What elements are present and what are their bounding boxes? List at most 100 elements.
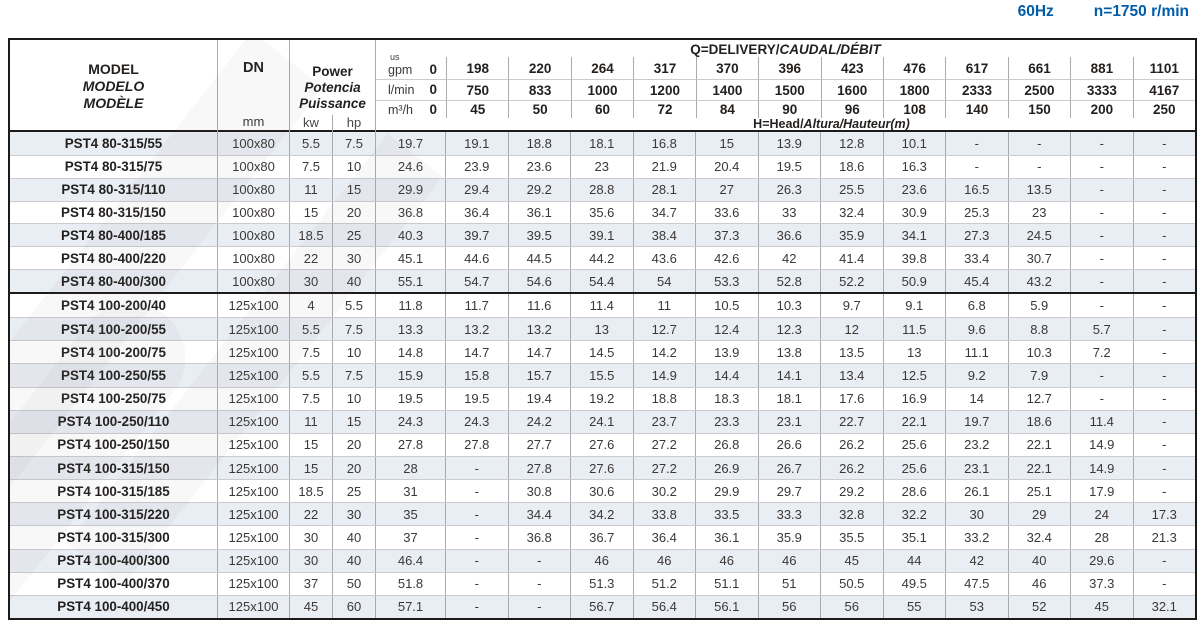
head-cell: 13.8 <box>757 341 821 364</box>
kw-cell: 37 <box>289 572 332 595</box>
head-cell: 9.6 <box>945 318 1008 341</box>
head-cell: 26.8 <box>695 433 758 456</box>
head-cell: 53 <box>945 595 1008 618</box>
head-cell: 34.2 <box>570 503 633 526</box>
dn-cell: 125x100 <box>217 572 289 595</box>
dn-cell: 100x80 <box>217 178 289 201</box>
head-cell: 11.5 <box>882 318 946 341</box>
head-cell: 45 <box>1070 595 1133 618</box>
head-cell: 28 <box>375 456 445 480</box>
hp-cell: 15 <box>332 410 375 433</box>
flow-value: 661 <box>1007 57 1071 80</box>
head-cell: - <box>445 456 508 480</box>
model-cell: PST4 100-315/150 <box>57 460 170 476</box>
flow-value: 250 <box>1132 101 1195 118</box>
head-cell: 21.3 <box>1132 526 1196 549</box>
head-cell: 39.1 <box>570 224 633 247</box>
dn-cell: 125x100 <box>217 503 289 526</box>
dn-cell: 125x100 <box>217 549 289 572</box>
kw-cell: 18.5 <box>289 480 332 503</box>
dn-cell: 125x100 <box>217 595 289 618</box>
kw-cell: 15 <box>289 433 332 456</box>
table-header: MODEL MODELO MODÈLE DN mm Power Potencia… <box>10 40 1195 132</box>
model-cell: PST4 80-315/110 <box>61 182 166 198</box>
head-cell: 50.5 <box>820 572 883 595</box>
head-cell: 27.3 <box>945 224 1008 247</box>
head-cell: 19.5 <box>757 155 821 178</box>
head-cell: 35.1 <box>882 526 946 549</box>
head-cell: - <box>507 549 571 572</box>
table-row: PST4 100-400/370 125x100 37 50 51.8- -51.3 51.… <box>10 571 1195 595</box>
head-cell: 20.4 <box>695 155 758 178</box>
head-cell: 54.6 <box>507 270 571 292</box>
model-cell: PST4 100-315/185 <box>57 483 170 499</box>
head-cell: 13.2 <box>445 318 508 341</box>
dn-cell: 100x80 <box>217 155 289 178</box>
flow-value: 4167 <box>1132 80 1195 101</box>
head-title-intl: Altura/Hauteur(m) <box>803 117 910 131</box>
head-cell: 40 <box>1007 549 1071 572</box>
hp-cell: 7.5 <box>332 364 375 387</box>
head-cell: 33 <box>757 201 821 224</box>
head-cell: 13.9 <box>695 341 758 364</box>
head-cell: 12.3 <box>757 318 821 341</box>
table-row: PST4 100-200/75 125x100 7.5 10 14.8 14.7 14.7 1… <box>10 340 1195 364</box>
lmin-unit-label: l/min <box>388 83 415 97</box>
head-cell: 17.9 <box>1070 480 1133 503</box>
head-cell: 32.8 <box>820 503 883 526</box>
flow-value: 1101 <box>1132 57 1195 80</box>
flow-value: 1400 <box>695 80 759 101</box>
head-cell: 26.9 <box>695 456 758 480</box>
head-cell: - <box>1070 155 1133 178</box>
head-cell: 30.8 <box>507 480 571 503</box>
head-cell: 29.7 <box>757 480 821 503</box>
head-cell: 13.2 <box>507 318 571 341</box>
kw-cell: 7.5 <box>289 155 332 178</box>
head-cell: 27.2 <box>632 433 696 456</box>
head-cell: 5.9 <box>1007 294 1071 318</box>
head-cell: 25.6 <box>882 456 946 480</box>
kw-cell: 30 <box>289 549 332 572</box>
head-cell: - <box>445 595 508 618</box>
head-cell: 12.4 <box>695 318 758 341</box>
head-cell: 26.2 <box>820 456 883 480</box>
flow-value: 423 <box>820 57 883 80</box>
flow-value: 2500 <box>1007 80 1071 101</box>
model-cell: PST4 80-315/75 <box>64 159 163 175</box>
flow-value: 60 <box>570 101 633 118</box>
table-row: PST4 100-315/150 125x100 15 20 28-27.8 27.6 27… <box>10 455 1195 480</box>
q-section: Q=DELIVERY/CAUDAL/DÉBIT us gpm 0 l/min 0 <box>375 40 1195 132</box>
head-cell: 56.1 <box>695 595 758 618</box>
head-cell: 25.6 <box>882 433 946 456</box>
head-cell: - <box>945 132 1008 155</box>
head-cell: 51 <box>757 572 821 595</box>
model-cell: PST4 100-200/55 <box>61 321 166 337</box>
flow-value: 96 <box>820 101 883 118</box>
hp-cell: 20 <box>332 201 375 224</box>
head-cell: - <box>1070 387 1133 410</box>
kw-cell: 11 <box>289 178 332 201</box>
kw-cell: 30 <box>289 270 332 292</box>
head-cell: 14.7 <box>445 341 508 364</box>
model-cell: PST4 80-400/300 <box>61 273 166 289</box>
gpm-unit-label: gpm <box>388 63 413 77</box>
kw-cell: 5.5 <box>289 364 332 387</box>
head-cell: 14.5 <box>570 341 633 364</box>
head-cell: 34.1 <box>882 224 946 247</box>
head-cell: 27 <box>695 178 758 201</box>
head-cell: - <box>1007 132 1071 155</box>
delivery-title: Q=DELIVERY/CAUDAL/DÉBIT <box>376 40 1195 57</box>
head-cell: 14.9 <box>1070 433 1133 456</box>
head-cell: 27.6 <box>570 456 633 480</box>
dn-cell: 125x100 <box>217 433 289 456</box>
head-cell: 17.3 <box>1132 503 1196 526</box>
flow-value: 108 <box>882 101 945 118</box>
model-label-en: MODEL <box>88 60 139 77</box>
flow-value: 1000 <box>570 80 634 101</box>
head-cell: 24.2 <box>507 410 571 433</box>
model-cell: PST4 80-400/220 <box>61 250 166 266</box>
table-row: PST4 100-250/55 125x100 5.5 7.5 15.9 15.8 15.7… <box>10 363 1195 387</box>
table-row: PST4 100-200/40 125x100 4 5.5 11.8 11.7 11.6 11… <box>10 294 1195 318</box>
head-cell: 12.7 <box>632 318 696 341</box>
head-cell: 13 <box>882 341 946 364</box>
